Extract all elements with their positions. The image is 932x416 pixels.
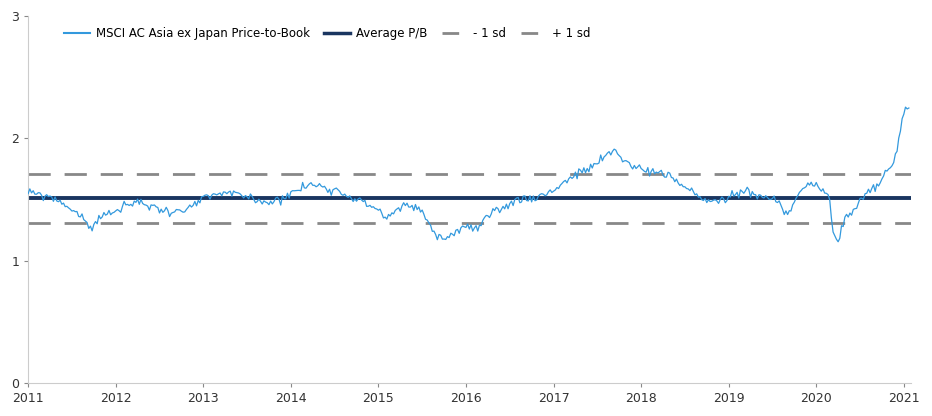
Legend: MSCI AC Asia ex Japan Price-to-Book, Average P/B, - 1 sd, + 1 sd: MSCI AC Asia ex Japan Price-to-Book, Ave… [61, 24, 595, 44]
